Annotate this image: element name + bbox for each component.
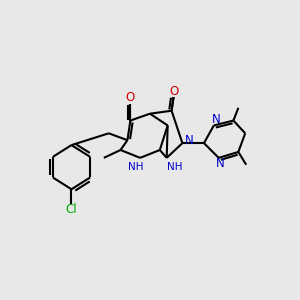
Text: N: N: [212, 113, 220, 126]
Text: NH: NH: [128, 162, 143, 172]
Text: O: O: [169, 85, 178, 98]
Text: NH: NH: [167, 162, 182, 172]
Text: N: N: [216, 157, 225, 170]
Text: N: N: [185, 134, 194, 147]
Text: O: O: [126, 92, 135, 104]
Text: Cl: Cl: [66, 203, 77, 216]
